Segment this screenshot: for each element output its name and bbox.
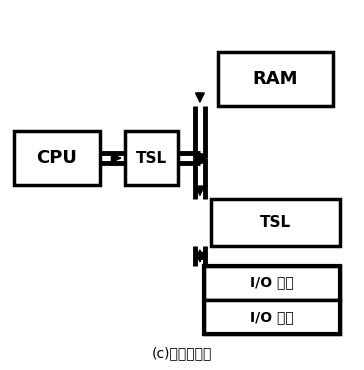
Bar [124,131,178,185]
Bar [203,300,340,334]
Text: TSL: TSL [136,151,167,166]
Bar [211,199,340,246]
Text: I/O 接口: I/O 接口 [250,276,293,290]
Bar [13,131,100,185]
Text: TSL: TSL [260,215,291,230]
Bar [203,266,340,334]
Text: (c)双端口方式: (c)双端口方式 [152,346,212,360]
Text: I/O 设备: I/O 设备 [250,310,293,324]
Bar [218,53,333,106]
Text: RAM: RAM [253,70,298,88]
Bar [203,266,340,300]
Text: CPU: CPU [36,149,77,167]
